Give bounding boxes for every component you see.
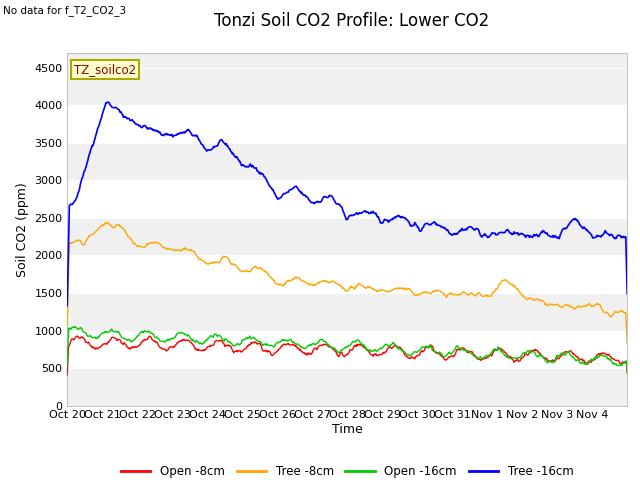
Bar [67,218,627,255]
Text: Tonzi Soil CO2 Profile: Lower CO2: Tonzi Soil CO2 Profile: Lower CO2 [214,12,490,30]
Bar [67,105,627,143]
Bar [67,293,627,331]
Text: No data for f_T2_CO2_3: No data for f_T2_CO2_3 [3,5,126,16]
Bar [67,180,627,218]
Bar [67,331,627,368]
Bar [67,368,627,406]
X-axis label: Time: Time [332,423,363,436]
Text: TZ_soilco2: TZ_soilco2 [74,63,136,76]
Bar [67,68,627,105]
Bar [67,255,627,293]
Y-axis label: Soil CO2 (ppm): Soil CO2 (ppm) [15,182,29,276]
Bar [67,143,627,180]
Legend: Open -8cm, Tree -8cm, Open -16cm, Tree -16cm: Open -8cm, Tree -8cm, Open -16cm, Tree -… [116,460,578,480]
